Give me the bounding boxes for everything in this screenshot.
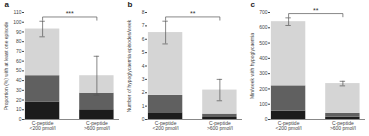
svg-text:b: b	[128, 0, 133, 9]
svg-text:200: 200	[259, 86, 268, 92]
svg-text:C-peptide>600 pmol/l: C-peptide>600 pmol/l	[330, 120, 356, 131]
svg-text:2: 2	[142, 89, 145, 95]
svg-text:**: **	[190, 10, 196, 17]
svg-text:30: 30	[16, 87, 22, 93]
svg-text:90: 90	[16, 29, 22, 35]
svg-text:C-peptide<200 pmol/l: C-peptide<200 pmol/l	[30, 120, 56, 131]
svg-text:50: 50	[16, 67, 22, 73]
svg-text:60: 60	[16, 58, 22, 64]
svg-text:10: 10	[16, 106, 22, 112]
svg-text:0: 0	[19, 116, 22, 122]
svg-text:**: **	[313, 7, 319, 14]
svg-text:Number of hypoglycaemia episod: Number of hypoglycaemia episodes/week	[126, 19, 132, 112]
svg-text:1: 1	[142, 103, 145, 109]
svg-text:0: 0	[142, 116, 145, 122]
svg-text:300: 300	[259, 70, 268, 76]
svg-text:7: 7	[142, 22, 145, 28]
svg-text:Proportion (%) with at least o: Proportion (%) with at least one episode	[3, 21, 9, 110]
svg-text:70: 70	[16, 48, 22, 54]
svg-text:C-peptide>600 pmol/l: C-peptide>600 pmol/l	[84, 120, 110, 131]
svg-text:100: 100	[13, 19, 22, 25]
svg-text:700: 700	[259, 9, 268, 15]
svg-text:4: 4	[142, 63, 145, 69]
svg-text:***: ***	[66, 10, 74, 17]
svg-text:500: 500	[259, 40, 268, 46]
svg-text:5: 5	[142, 49, 145, 55]
svg-text:80: 80	[16, 38, 22, 44]
svg-text:600: 600	[259, 24, 268, 30]
svg-text:3: 3	[142, 76, 145, 82]
svg-text:40: 40	[16, 77, 22, 83]
svg-text:a: a	[5, 0, 10, 9]
svg-text:8: 8	[142, 9, 145, 15]
svg-text:C-peptide<200 pmol/l: C-peptide<200 pmol/l	[276, 120, 302, 131]
svg-text:c: c	[251, 0, 256, 9]
svg-text:6: 6	[142, 36, 145, 42]
svg-text:400: 400	[259, 55, 268, 61]
svg-text:C-peptide>600 pmol/l: C-peptide>600 pmol/l	[207, 120, 233, 131]
svg-text:Min/week with hypoglycaemia: Min/week with hypoglycaemia	[249, 33, 255, 99]
svg-text:C-peptide<200 pmol/l: C-peptide<200 pmol/l	[153, 120, 179, 131]
svg-text:100: 100	[259, 101, 268, 107]
svg-text:0: 0	[265, 116, 268, 122]
svg-text:110: 110	[14, 9, 22, 15]
svg-text:20: 20	[16, 97, 22, 103]
